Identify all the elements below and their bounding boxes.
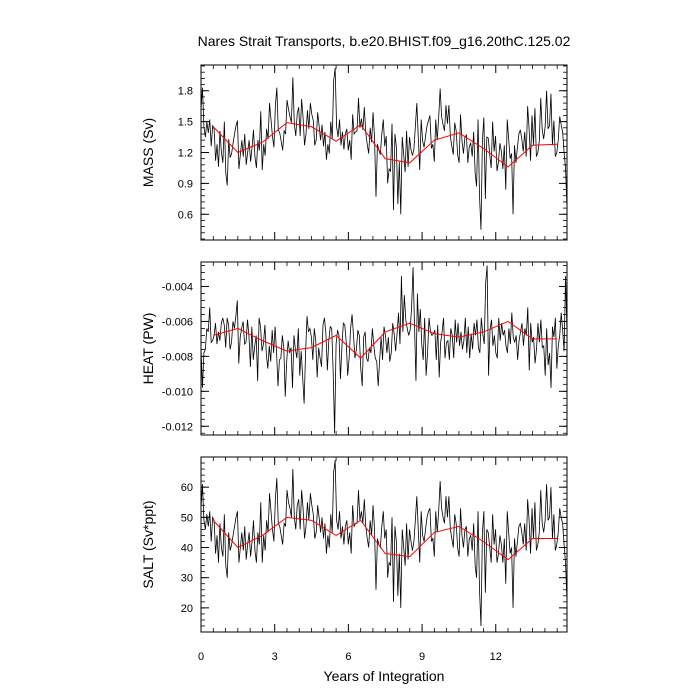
x-axis-label: Years of Integration: [324, 668, 445, 684]
salt-x-axis: 0 3 6 9 12: [198, 457, 558, 663]
mass-panel: 0.6 0.9 1.2 1.5 1.8 MASS (Sv): [140, 64, 568, 241]
salt-monthly-series-line: [201, 459, 567, 626]
salt-panel: 20 30 40 50 60 0 3 6 9 12 SALT (Sv*ppt): [140, 456, 568, 663]
salt-y-tick-label: 60: [181, 482, 193, 494]
mass-y-tick-label: 1.2: [178, 148, 193, 160]
x-tick-label: 12: [490, 651, 502, 663]
x-tick-label: 9: [419, 651, 425, 663]
salt-y-axis: 20 30 40 50 60: [181, 456, 567, 633]
heat-y-tick-label: -0.006: [162, 316, 193, 328]
mass-monthly-series-line: [201, 68, 567, 230]
mass-y-tick-label: 0.6: [178, 209, 193, 221]
mass-y-tick-label: 1.5: [178, 117, 193, 129]
heat-plot-frame: [200, 261, 568, 436]
heat-y-axis: -0.012 -0.010 -0.008 -0.006 -0.004: [162, 265, 567, 434]
mass-series-group: [201, 68, 567, 230]
chart-title: Nares Strait Transports, b.e20.BHIST.f09…: [198, 33, 571, 49]
heat-monthly-series-line: [201, 265, 567, 434]
heat-y-tick-label: -0.004: [162, 281, 193, 293]
x-tick-label: 6: [345, 651, 351, 663]
salt-y-axis-label: SALT (Sv*ppt): [140, 500, 156, 588]
heat-y-tick-label: -0.010: [162, 386, 193, 398]
mass-y-axis-label: MASS (Sv): [140, 118, 156, 187]
salt-y-tick-label: 40: [181, 543, 193, 555]
salt-y-tick-label: 50: [181, 512, 193, 524]
salt-plot-frame: [200, 456, 568, 633]
x-tick-label: 3: [272, 651, 278, 663]
heat-series-group: [201, 265, 567, 434]
heat-y-tick-label: -0.012: [162, 421, 193, 433]
salt-annual-mean-line: [212, 516, 558, 561]
heat-x-axis: [200, 262, 558, 435]
x-tick-label: 0: [198, 651, 204, 663]
heat-annual-mean-line: [213, 320, 558, 359]
heat-panel: -0.012 -0.010 -0.008 -0.006 -0.004 HEAT (PW): [140, 261, 568, 436]
salt-series-group: [201, 459, 567, 626]
heat-y-tick-label: -0.008: [162, 351, 193, 363]
mass-plot-frame: [200, 64, 568, 241]
salt-y-tick-label: 20: [181, 603, 193, 615]
salt-y-tick-label: 30: [181, 573, 193, 585]
mass-y-tick-label: 1.8: [178, 86, 193, 98]
mass-y-tick-label: 0.9: [178, 178, 193, 190]
mass-annual-mean-line: [212, 122, 558, 168]
mass-y-axis: 0.6 0.9 1.2 1.5 1.8: [178, 65, 567, 240]
heat-y-axis-label: HEAT (PW): [140, 313, 156, 385]
mass-x-axis: [200, 65, 558, 240]
